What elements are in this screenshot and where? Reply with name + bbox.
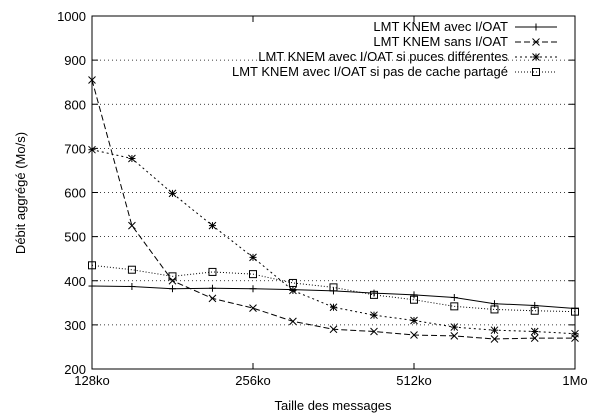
y-tick-label: 600 xyxy=(64,186,86,201)
y-tick-label: 300 xyxy=(64,318,86,333)
y-tick-label: 500 xyxy=(64,230,86,245)
y-tick-label: 900 xyxy=(64,53,86,68)
data-point xyxy=(128,282,136,290)
y-tick-label: 800 xyxy=(64,97,86,112)
data-point xyxy=(450,323,459,331)
legend-entry: LMT KNEM avec I/OAT xyxy=(373,19,557,34)
legend-label: LMT KNEM avec I/OAT si puces différentes xyxy=(258,49,508,64)
data-point xyxy=(490,326,499,335)
series-3 xyxy=(88,145,579,338)
legend-label: LMT KNEM avec I/OAT xyxy=(373,19,508,34)
data-point xyxy=(249,270,257,279)
y-tick-label: 1000 xyxy=(57,9,86,24)
data-point xyxy=(370,311,378,320)
grid xyxy=(92,59,575,326)
data-point xyxy=(249,304,257,312)
x-tick-label: 256ko xyxy=(235,373,270,388)
data-point xyxy=(208,294,217,303)
data-point xyxy=(410,331,418,339)
data-point xyxy=(369,290,378,299)
data-point xyxy=(128,221,136,230)
data-point xyxy=(249,285,257,293)
data-point xyxy=(490,335,499,343)
data-point xyxy=(289,286,297,295)
legend-entry: LMT KNEM avec I/OAT si pas de cache part… xyxy=(232,64,557,79)
x-axis-label: Taille des messages xyxy=(274,398,392,413)
legend-label: LMT KNEM sans I/OAT xyxy=(373,34,508,49)
series-line xyxy=(91,264,576,313)
legend-entry: LMT KNEM avec I/OAT si puces différentes xyxy=(258,49,557,64)
data-point xyxy=(531,301,539,309)
y-axis-label: Débit aggrégé (Mo/s) xyxy=(13,132,28,254)
data-point xyxy=(168,276,177,285)
axis-ticks: 200 300 400 500 600 700 800 900 1000 128ko 256ko 51… xyxy=(57,9,588,388)
data-point xyxy=(329,303,338,312)
data-point xyxy=(410,316,418,325)
series-line xyxy=(91,79,575,340)
data-point xyxy=(410,291,418,299)
data-point xyxy=(329,325,338,334)
legend-marker xyxy=(532,38,540,46)
data-point xyxy=(208,267,217,276)
data-point xyxy=(128,154,136,163)
data-point xyxy=(249,253,257,262)
data-point xyxy=(370,327,378,336)
plot-series xyxy=(88,76,579,343)
x-tick-label: 128ko xyxy=(74,373,109,388)
data-point xyxy=(168,272,177,281)
x-tick-label: 512ko xyxy=(396,373,431,388)
data-point xyxy=(127,265,136,274)
data-point xyxy=(370,289,378,297)
data-point xyxy=(288,278,297,287)
y-tick-label: 700 xyxy=(64,141,86,156)
data-point xyxy=(208,284,216,292)
data-point xyxy=(168,285,176,293)
legend-marker xyxy=(532,53,540,61)
data-point xyxy=(530,327,539,336)
legend-entry: LMT KNEM sans I/OAT xyxy=(373,34,557,49)
data-point xyxy=(530,334,539,342)
y-tick-label: 200 xyxy=(64,362,86,377)
legend-marker xyxy=(532,23,540,31)
data-point xyxy=(490,305,499,314)
series-2 xyxy=(88,76,579,343)
data-point xyxy=(168,189,177,198)
legend-label: LMT KNEM avec I/OAT si pas de cache part… xyxy=(232,64,508,79)
data-point xyxy=(208,221,217,230)
x-tick-label: 1Mo xyxy=(562,373,587,388)
data-point xyxy=(450,332,459,340)
legend-marker xyxy=(532,68,540,76)
data-point xyxy=(450,302,459,311)
data-point xyxy=(289,317,297,326)
data-point xyxy=(410,295,418,304)
y-tick-label: 400 xyxy=(64,274,86,289)
data-point xyxy=(530,306,539,315)
data-point xyxy=(450,294,458,302)
data-point xyxy=(329,283,338,292)
